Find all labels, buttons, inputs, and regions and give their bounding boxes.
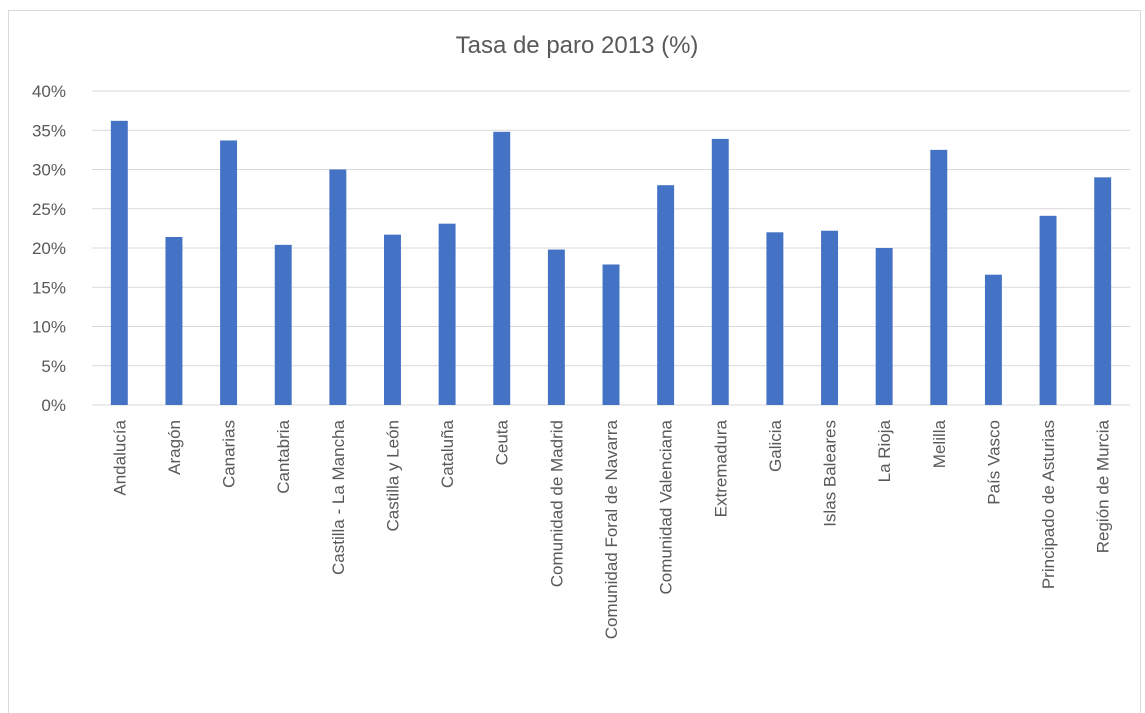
y-axis-tick-labels: 0% 5% 10% 15% 20% 25% 30% 35% 40% xyxy=(32,82,66,415)
x-tick-label: Comunidad Valenciana xyxy=(657,419,676,594)
y-tick-label: 5% xyxy=(41,357,66,376)
bar xyxy=(1094,177,1112,405)
chart-title: Tasa de paro 2013 (%) xyxy=(456,32,699,59)
x-tick-label: País Vasco xyxy=(984,420,1003,505)
x-tick-label: Principado de Asturias xyxy=(1039,420,1058,589)
x-tick-label: Comunidad de Madrid xyxy=(547,420,566,587)
y-tick-label: 30% xyxy=(32,161,66,180)
x-tick-label: Ceuta xyxy=(493,419,512,465)
bar xyxy=(875,248,893,405)
bar xyxy=(220,140,238,405)
bar xyxy=(329,169,347,405)
x-tick-label: Cantabria xyxy=(274,419,293,493)
y-tick-label: 20% xyxy=(32,239,66,258)
bar xyxy=(384,234,401,405)
x-tick-label: Región de Murcia xyxy=(1094,419,1113,553)
x-tick-label: Cataluña xyxy=(438,419,457,488)
bar xyxy=(1039,215,1057,405)
bar xyxy=(547,249,565,405)
bar xyxy=(984,274,1002,405)
y-tick-label: 40% xyxy=(32,82,66,101)
x-tick-label: Galicia xyxy=(766,419,785,472)
bar xyxy=(110,120,128,405)
y-tick-label: 0% xyxy=(41,396,66,415)
bar xyxy=(165,237,183,405)
bar xyxy=(766,232,784,405)
bar xyxy=(493,131,511,405)
x-tick-label: Islas Baleares xyxy=(821,420,840,527)
bar xyxy=(711,138,729,405)
x-tick-label: Andalucía xyxy=(110,419,129,495)
x-tick-label: Canarias xyxy=(220,420,239,488)
y-tick-label: 15% xyxy=(32,278,66,297)
bar xyxy=(602,264,620,405)
y-tick-label: 25% xyxy=(32,200,66,219)
bar xyxy=(657,185,675,405)
bar xyxy=(821,230,838,405)
x-tick-label: Aragón xyxy=(165,420,184,475)
x-axis-tick-labels: Andalucía Aragón Canarias Cantabria Castilla… xyxy=(110,419,1112,639)
x-tick-label: Castilla y León xyxy=(383,420,402,532)
bars xyxy=(110,120,1112,405)
bar xyxy=(438,223,456,405)
x-tick-label: La Rioja xyxy=(875,419,894,482)
x-tick-label: Comunidad Foral de Navarra xyxy=(602,419,621,639)
y-tick-label: 35% xyxy=(32,121,66,140)
y-tick-label: 10% xyxy=(32,318,66,337)
bar xyxy=(930,149,948,405)
x-tick-label: Extremadura xyxy=(711,419,730,517)
bar xyxy=(274,244,292,405)
x-tick-label: Melilla xyxy=(930,419,949,468)
chart-frame xyxy=(8,10,1141,713)
x-tick-label: Castilla - La Mancha xyxy=(329,419,348,575)
